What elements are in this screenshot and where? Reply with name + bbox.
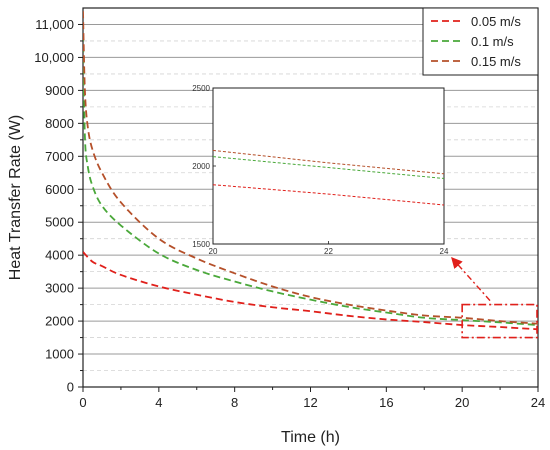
- inset-x-tick-label: 20: [209, 247, 218, 256]
- zoom-arrow: [451, 256, 491, 302]
- x-tick-label: 8: [231, 395, 238, 410]
- series-group: [83, 11, 538, 331]
- inset-y-tick-label: 2500: [192, 84, 210, 93]
- legend-label-3: 0.15 m/s: [471, 54, 521, 69]
- legend: 0.05 m/s 0.1 m/s 0.15 m/s: [422, 7, 539, 76]
- x-tick-label: 20: [455, 395, 469, 410]
- inset-frame: [212, 87, 445, 245]
- y-tick-label: 8000: [45, 116, 74, 131]
- y-tick-label: 2000: [45, 314, 74, 329]
- inset-x-tick-label: 22: [324, 247, 333, 256]
- y-tick-label: 1000: [45, 347, 74, 362]
- zoom-box: [461, 303, 538, 339]
- y-axis-title: Heat Transfer Rate (W): [7, 115, 24, 280]
- legend-label-1: 0.05 m/s: [471, 14, 521, 29]
- y-tick-label: 6000: [45, 182, 74, 197]
- y-tick-label: 5000: [45, 215, 74, 230]
- inset-y-tick-label: 1500: [192, 240, 210, 249]
- series-line-3: [83, 11, 538, 325]
- series-line-1: [83, 251, 538, 331]
- y-tick-label: 10,000: [34, 50, 74, 65]
- inset-series-line-3: [212, 149, 445, 175]
- y-tick-label: 11,000: [35, 17, 74, 32]
- inset-series-line-2: [212, 156, 445, 179]
- x-tick-label: 0: [79, 395, 86, 410]
- x-tick-label: 12: [303, 395, 317, 410]
- inset-series-line-1: [212, 184, 445, 206]
- y-tick-label: 7000: [45, 149, 74, 164]
- y-tick-label: 0: [67, 380, 74, 395]
- series-line-2: [83, 34, 538, 326]
- y-tick-label: 3000: [45, 281, 74, 296]
- x-tick-label: 24: [531, 395, 545, 410]
- x-axis-title: Time (h): [281, 429, 340, 446]
- x-tick-label: 4: [155, 395, 162, 410]
- inset-x-tick-label: 24: [440, 247, 449, 256]
- inset-y-tick-label: 2000: [192, 162, 210, 171]
- x-tick-label: 16: [379, 395, 393, 410]
- y-tick-label: 9000: [45, 83, 74, 98]
- y-tick-label: 4000: [45, 248, 74, 263]
- legend-label-2: 0.1 m/s: [471, 34, 514, 49]
